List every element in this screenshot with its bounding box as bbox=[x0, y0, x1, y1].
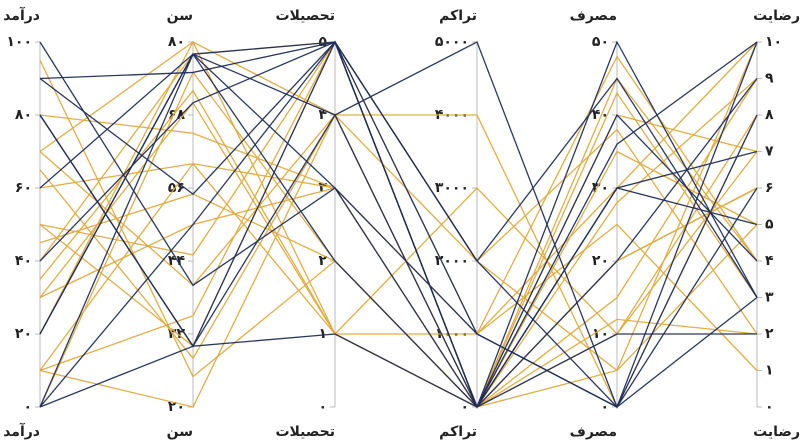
tick-label: ۴۰ bbox=[592, 107, 609, 123]
tick-label: ۲ bbox=[318, 253, 327, 269]
axis-title: مصرف bbox=[570, 8, 617, 24]
axis-title: مصرف bbox=[570, 424, 617, 440]
record-line bbox=[39, 78, 758, 409]
tick-label: ۲۰ bbox=[168, 399, 185, 415]
axis-title: درآمد bbox=[3, 422, 40, 440]
tick-label: ۴ bbox=[765, 253, 774, 269]
tick-label: ۲۰ bbox=[592, 253, 609, 269]
tick-label: ۹ bbox=[765, 71, 774, 87]
tick-label: ۰ bbox=[600, 399, 609, 415]
tick-label: ۱۰۰ bbox=[6, 34, 32, 50]
tick-label: ۳۰۰۰ bbox=[435, 180, 469, 196]
tick-label: ۵۰۰۰ bbox=[435, 34, 469, 50]
tick-label: ۶ bbox=[765, 180, 774, 196]
tick-label: ۸ bbox=[765, 107, 774, 123]
axis-title: درآمد bbox=[3, 6, 40, 24]
tick-label: ۳ bbox=[318, 180, 327, 196]
tick-label: ۳ bbox=[765, 290, 774, 306]
tick-label: ۵۰ bbox=[592, 34, 609, 50]
record-line bbox=[39, 41, 758, 409]
axis-title: رضایت bbox=[753, 424, 800, 440]
tick-label: ۴ bbox=[318, 107, 327, 123]
tick-label: ۲۰ bbox=[15, 326, 32, 342]
axis-title: تراکم bbox=[439, 424, 477, 440]
axis-title: سن bbox=[167, 8, 193, 24]
axis-title: رضایت bbox=[753, 8, 800, 24]
tick-label: ۸۰ bbox=[168, 34, 185, 50]
tick-label: ۴۴ bbox=[168, 253, 186, 269]
tick-label: ۱ bbox=[318, 326, 327, 342]
tick-label: ۴۰ bbox=[15, 253, 32, 269]
tick-label: ۰ bbox=[318, 399, 327, 415]
tick-label: ۲ bbox=[765, 326, 774, 342]
axis-title: تحصیلات bbox=[275, 8, 335, 24]
record-line bbox=[39, 40, 758, 336]
record-line bbox=[39, 40, 758, 408]
tick-label: ۲۰۰۰ bbox=[435, 253, 469, 269]
tick-label: ۵ bbox=[318, 34, 327, 50]
tick-label: ۵ bbox=[765, 217, 774, 233]
record-line bbox=[39, 59, 758, 408]
tick-label: ۱۰ bbox=[765, 34, 782, 50]
axis-title: تراکم bbox=[439, 8, 477, 24]
record-line bbox=[39, 41, 758, 335]
axis-title: تحصیلات bbox=[275, 424, 335, 440]
tick-label: ۸۰ bbox=[15, 107, 32, 123]
record-line bbox=[39, 114, 757, 408]
tick-label: ۷ bbox=[765, 144, 774, 160]
axis-title: سن bbox=[167, 424, 193, 440]
record-line bbox=[39, 41, 758, 335]
tick-label: ۱۰ bbox=[592, 326, 609, 342]
tick-label: ۰ bbox=[460, 399, 469, 415]
tick-label: ۱ bbox=[765, 363, 774, 379]
record-line bbox=[39, 40, 758, 336]
tick-label: ۰ bbox=[765, 399, 774, 415]
record-line bbox=[39, 53, 758, 409]
tick-label: ۶۰ bbox=[15, 180, 32, 196]
record-line bbox=[39, 53, 758, 409]
tick-label: ۰ bbox=[23, 399, 32, 415]
